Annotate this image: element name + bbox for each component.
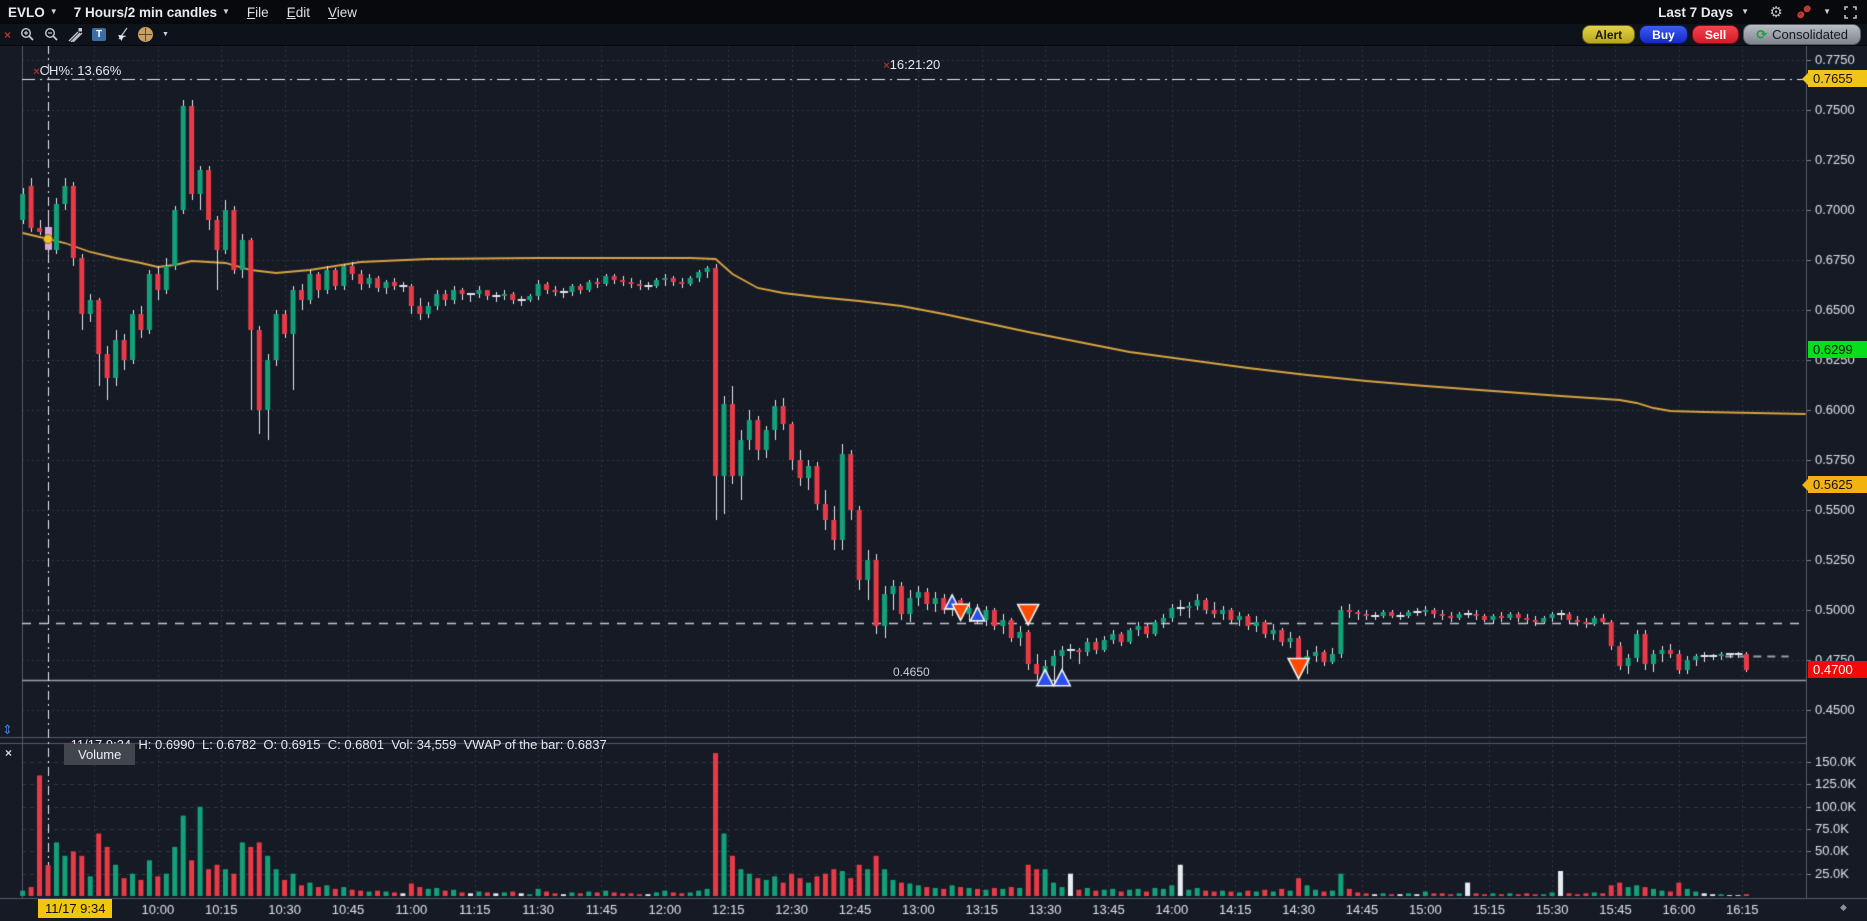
- ohlc-readout: 11/17 9:34 H: 0.6990 L: 0.6782 O: 0.6915…: [70, 737, 607, 752]
- symbol-label: EVLO: [8, 4, 45, 20]
- symbol-selector[interactable]: EVLO ▼: [0, 5, 66, 20]
- pane-resize-icon[interactable]: ⇕: [2, 722, 13, 737]
- consolidated-label: Consolidated: [1772, 27, 1848, 42]
- time-annotation: ×16:21:20: [876, 42, 940, 72]
- last-price-tag: 0.4700: [1808, 661, 1867, 678]
- volume-pane-label: Volume: [64, 744, 136, 765]
- time-annotation-label: 16:21:20: [889, 57, 941, 72]
- status-bar: ×11/17 9:34 H: 0.6990 L: 0.6782 O: 0.691…: [57, 722, 607, 752]
- menu-item-edit[interactable]: Edit: [286, 4, 310, 20]
- support-level-label: 0.4650: [893, 665, 930, 679]
- cursor-time-tag: 11/17 9:34: [38, 899, 113, 918]
- menu-item-view[interactable]: View: [327, 4, 357, 20]
- change-study-label: CH%: 13.66%: [39, 63, 122, 78]
- zoom-out-icon[interactable]: [44, 27, 59, 43]
- sell-button[interactable]: Sell: [1691, 25, 1740, 44]
- link-chain-icon[interactable]: [1795, 3, 1813, 21]
- remove-annotation-icon[interactable]: ×: [883, 60, 890, 72]
- close-chart-icon[interactable]: ×: [4, 27, 12, 42]
- fullscreen-icon[interactable]: [1841, 3, 1859, 21]
- cursor-tool-icon[interactable]: [115, 27, 129, 43]
- buy-button[interactable]: Buy: [1639, 25, 1688, 44]
- chevron-down-icon: ▼: [222, 7, 230, 16]
- chevron-down-icon[interactable]: ▼: [162, 31, 169, 38]
- consolidated-toggle[interactable]: ⟳ Consolidated: [1743, 24, 1861, 45]
- trendline-tool-icon[interactable]: [68, 27, 83, 43]
- range-label: Last 7 Days: [1658, 4, 1734, 20]
- chevron-down-icon: ▼: [49, 7, 58, 16]
- chart-toolbar: × T ▼ Alert Buy Sell ⟳ Consolidated: [0, 24, 1867, 46]
- change-study-legend: ×CH%: 13.66%: [26, 48, 121, 78]
- bid-price-tag: 0.6299: [1808, 341, 1867, 359]
- zoom-in-icon[interactable]: [20, 27, 35, 43]
- close-volume-pane-icon[interactable]: ×: [5, 746, 13, 760]
- menubar: EVLO ▼ 7 Hours/2 min candles ▼ File Edit V…: [0, 0, 1867, 24]
- remove-study-icon[interactable]: ×: [33, 66, 40, 78]
- timeframe-label: 7 Hours/2 min candles: [73, 4, 217, 20]
- settings-gear-icon[interactable]: ⚙: [1769, 4, 1783, 21]
- chevron-down-icon[interactable]: ▼: [1823, 7, 1831, 16]
- menu-bar-items: File Edit View: [238, 5, 366, 20]
- crosshair-mode-icon[interactable]: [138, 27, 154, 43]
- menu-item-file[interactable]: File: [246, 4, 269, 20]
- axis-end-marker-icon: ◆: [1840, 902, 1847, 912]
- timeframe-selector[interactable]: 7 Hours/2 min candles ▼: [66, 5, 238, 20]
- text-annotation-icon[interactable]: T: [92, 27, 107, 43]
- high-price-tag: 0.7655: [1802, 70, 1867, 87]
- alert-button[interactable]: Alert: [1581, 25, 1636, 44]
- alert-price-tag: 0.5625: [1802, 476, 1867, 493]
- refresh-icon: ⟳: [1756, 27, 1768, 42]
- chevron-down-icon: ▼: [1741, 7, 1750, 16]
- range-selector[interactable]: Last 7 Days ▼: [1650, 5, 1757, 20]
